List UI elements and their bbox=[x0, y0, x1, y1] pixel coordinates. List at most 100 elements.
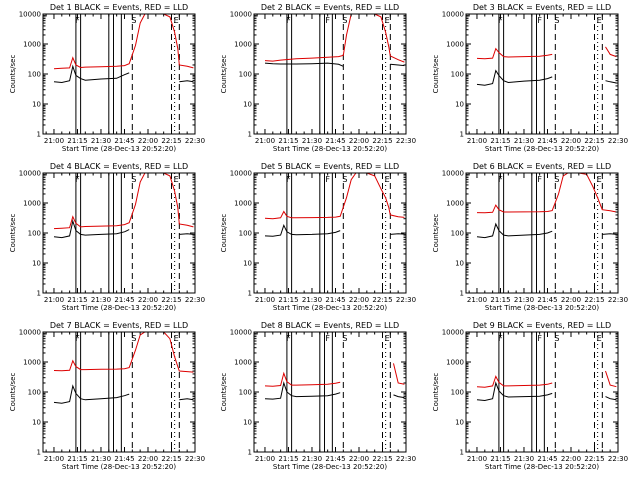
y-tick-label: 100 bbox=[451, 230, 464, 238]
y-tick-label: 10000 bbox=[230, 11, 252, 19]
panel-7: Det 7 BLACK = Events, RED = LLD F S E 1 10 100… bbox=[9, 321, 205, 471]
x-tick-label: 22:00 bbox=[138, 455, 158, 463]
y-tick-label: 10 bbox=[455, 419, 464, 427]
x-tick-label: 21:45 bbox=[537, 137, 557, 145]
y-tick-label: 10 bbox=[243, 101, 252, 109]
y-tick-label: 1 bbox=[37, 449, 41, 457]
events-series-line bbox=[476, 222, 617, 239]
lld-series-line bbox=[264, 14, 405, 63]
y-tick-label: 100 bbox=[239, 389, 252, 397]
x-tick-label: 22:15 bbox=[372, 137, 392, 145]
lld-series-line bbox=[53, 14, 194, 70]
y-axis-label: Counts/sec bbox=[9, 373, 17, 412]
x-tick-label: 21:00 bbox=[467, 455, 487, 463]
x-tick-label: 22:15 bbox=[161, 455, 181, 463]
x-tick-label: 22:15 bbox=[161, 137, 181, 145]
marker-label: S bbox=[342, 334, 347, 343]
x-tick-label: 21:45 bbox=[114, 137, 134, 145]
y-tick-label: 10 bbox=[32, 260, 41, 268]
marker-label: E bbox=[597, 16, 602, 25]
x-tick-label: 22:00 bbox=[138, 137, 158, 145]
y-tick-label: 1 bbox=[248, 290, 252, 298]
x-axis-label: Start Time (28-Dec-13 20:52:20) bbox=[485, 463, 599, 471]
y-tick-label: 10000 bbox=[19, 329, 41, 337]
marker-label: S bbox=[342, 175, 347, 184]
x-tick-label: 21:00 bbox=[255, 137, 275, 145]
x-tick-label: 21:30 bbox=[514, 137, 534, 145]
panel-title: Det 1 BLACK = Events, RED = LLD bbox=[50, 3, 188, 12]
y-tick-label: 10 bbox=[32, 101, 41, 109]
x-tick-label: 21:15 bbox=[278, 137, 298, 145]
x-tick-label: 21:15 bbox=[67, 137, 87, 145]
y-tick-label: 10 bbox=[243, 419, 252, 427]
x-axis-label: Start Time (28-Dec-13 20:52:20) bbox=[62, 145, 176, 153]
y-tick-label: 10 bbox=[243, 260, 252, 268]
panel-8: Det 8 BLACK = Events, RED = LLD F F S E 1 10 10… bbox=[220, 321, 416, 471]
y-tick-label: 10 bbox=[32, 419, 41, 427]
marker-label: F bbox=[498, 16, 503, 25]
panel-title: Det 6 BLACK = Events, RED = LLD bbox=[473, 162, 611, 171]
x-tick-label: 22:30 bbox=[185, 455, 205, 463]
y-tick-label: 100 bbox=[451, 389, 464, 397]
panel-title: Det 4 BLACK = Events, RED = LLD bbox=[50, 162, 188, 171]
x-tick-label: 22:15 bbox=[584, 137, 604, 145]
marker-label: F bbox=[286, 175, 291, 184]
marker-label: E bbox=[174, 175, 179, 184]
events-series-line bbox=[53, 64, 194, 84]
marker-label: F bbox=[75, 334, 80, 343]
y-axis-label: Counts/sec bbox=[432, 373, 440, 412]
y-tick-label: 10000 bbox=[230, 170, 252, 178]
y-tick-label: 10000 bbox=[19, 11, 41, 19]
panel-3: Det 3 BLACK = Events, RED = LLD F F S E 1 10 10… bbox=[432, 3, 628, 153]
lld-series-line bbox=[476, 370, 617, 388]
y-tick-label: 1000 bbox=[23, 200, 41, 208]
x-tick-label: 21:15 bbox=[278, 296, 298, 304]
marker-label: F bbox=[537, 175, 542, 184]
y-tick-label: 1 bbox=[248, 449, 252, 457]
panel-title: Det 2 BLACK = Events, RED = LLD bbox=[261, 3, 399, 12]
plot-frame bbox=[253, 331, 407, 453]
x-tick-label: 21:00 bbox=[467, 137, 487, 145]
y-tick-label: 10000 bbox=[230, 329, 252, 337]
panel-title: Det 9 BLACK = Events, RED = LLD bbox=[473, 321, 611, 330]
x-tick-label: 22:30 bbox=[608, 137, 628, 145]
marker-label: S bbox=[342, 16, 347, 25]
events-series-line bbox=[53, 384, 194, 404]
lld-series-line bbox=[264, 363, 405, 387]
y-tick-label: 1000 bbox=[446, 41, 464, 49]
marker-label: S bbox=[131, 175, 136, 184]
marker-label: F bbox=[325, 16, 330, 25]
x-tick-label: 21:00 bbox=[467, 296, 487, 304]
x-tick-label: 22:00 bbox=[561, 296, 581, 304]
y-tick-label: 10000 bbox=[442, 11, 464, 19]
marker-label: E bbox=[174, 334, 179, 343]
y-tick-label: 1 bbox=[460, 449, 464, 457]
x-tick-label: 21:15 bbox=[67, 455, 87, 463]
y-tick-label: 1000 bbox=[234, 200, 252, 208]
y-axis-label: Counts/sec bbox=[432, 214, 440, 253]
y-tick-label: 100 bbox=[239, 230, 252, 238]
x-tick-label: 22:30 bbox=[396, 137, 416, 145]
plot-frame bbox=[465, 13, 619, 135]
x-tick-label: 22:00 bbox=[561, 455, 581, 463]
lld-series-line bbox=[476, 173, 617, 214]
x-tick-label: 22:15 bbox=[584, 455, 604, 463]
panel-5: Det 5 BLACK = Events, RED = LLD F F S E 1 10 10… bbox=[220, 162, 416, 312]
y-axis-label: Counts/sec bbox=[9, 214, 17, 253]
x-tick-label: 21:30 bbox=[302, 455, 322, 463]
marker-label: E bbox=[385, 334, 390, 343]
panel-6: Det 6 BLACK = Events, RED = LLD F F S E 1 10 10… bbox=[432, 162, 628, 312]
x-tick-label: 21:15 bbox=[490, 296, 510, 304]
marker-label: F bbox=[537, 334, 542, 343]
marker-label: S bbox=[131, 16, 136, 25]
y-axis-label: Counts/sec bbox=[9, 55, 17, 94]
marker-label: F bbox=[498, 334, 503, 343]
marker-label: F bbox=[498, 175, 503, 184]
x-tick-label: 22:00 bbox=[138, 296, 158, 304]
x-tick-label: 22:15 bbox=[161, 296, 181, 304]
x-tick-label: 21:45 bbox=[537, 455, 557, 463]
x-tick-label: 22:15 bbox=[372, 296, 392, 304]
marker-label: E bbox=[174, 16, 179, 25]
y-axis-label: Counts/sec bbox=[220, 55, 228, 94]
y-tick-label: 1 bbox=[37, 290, 41, 298]
